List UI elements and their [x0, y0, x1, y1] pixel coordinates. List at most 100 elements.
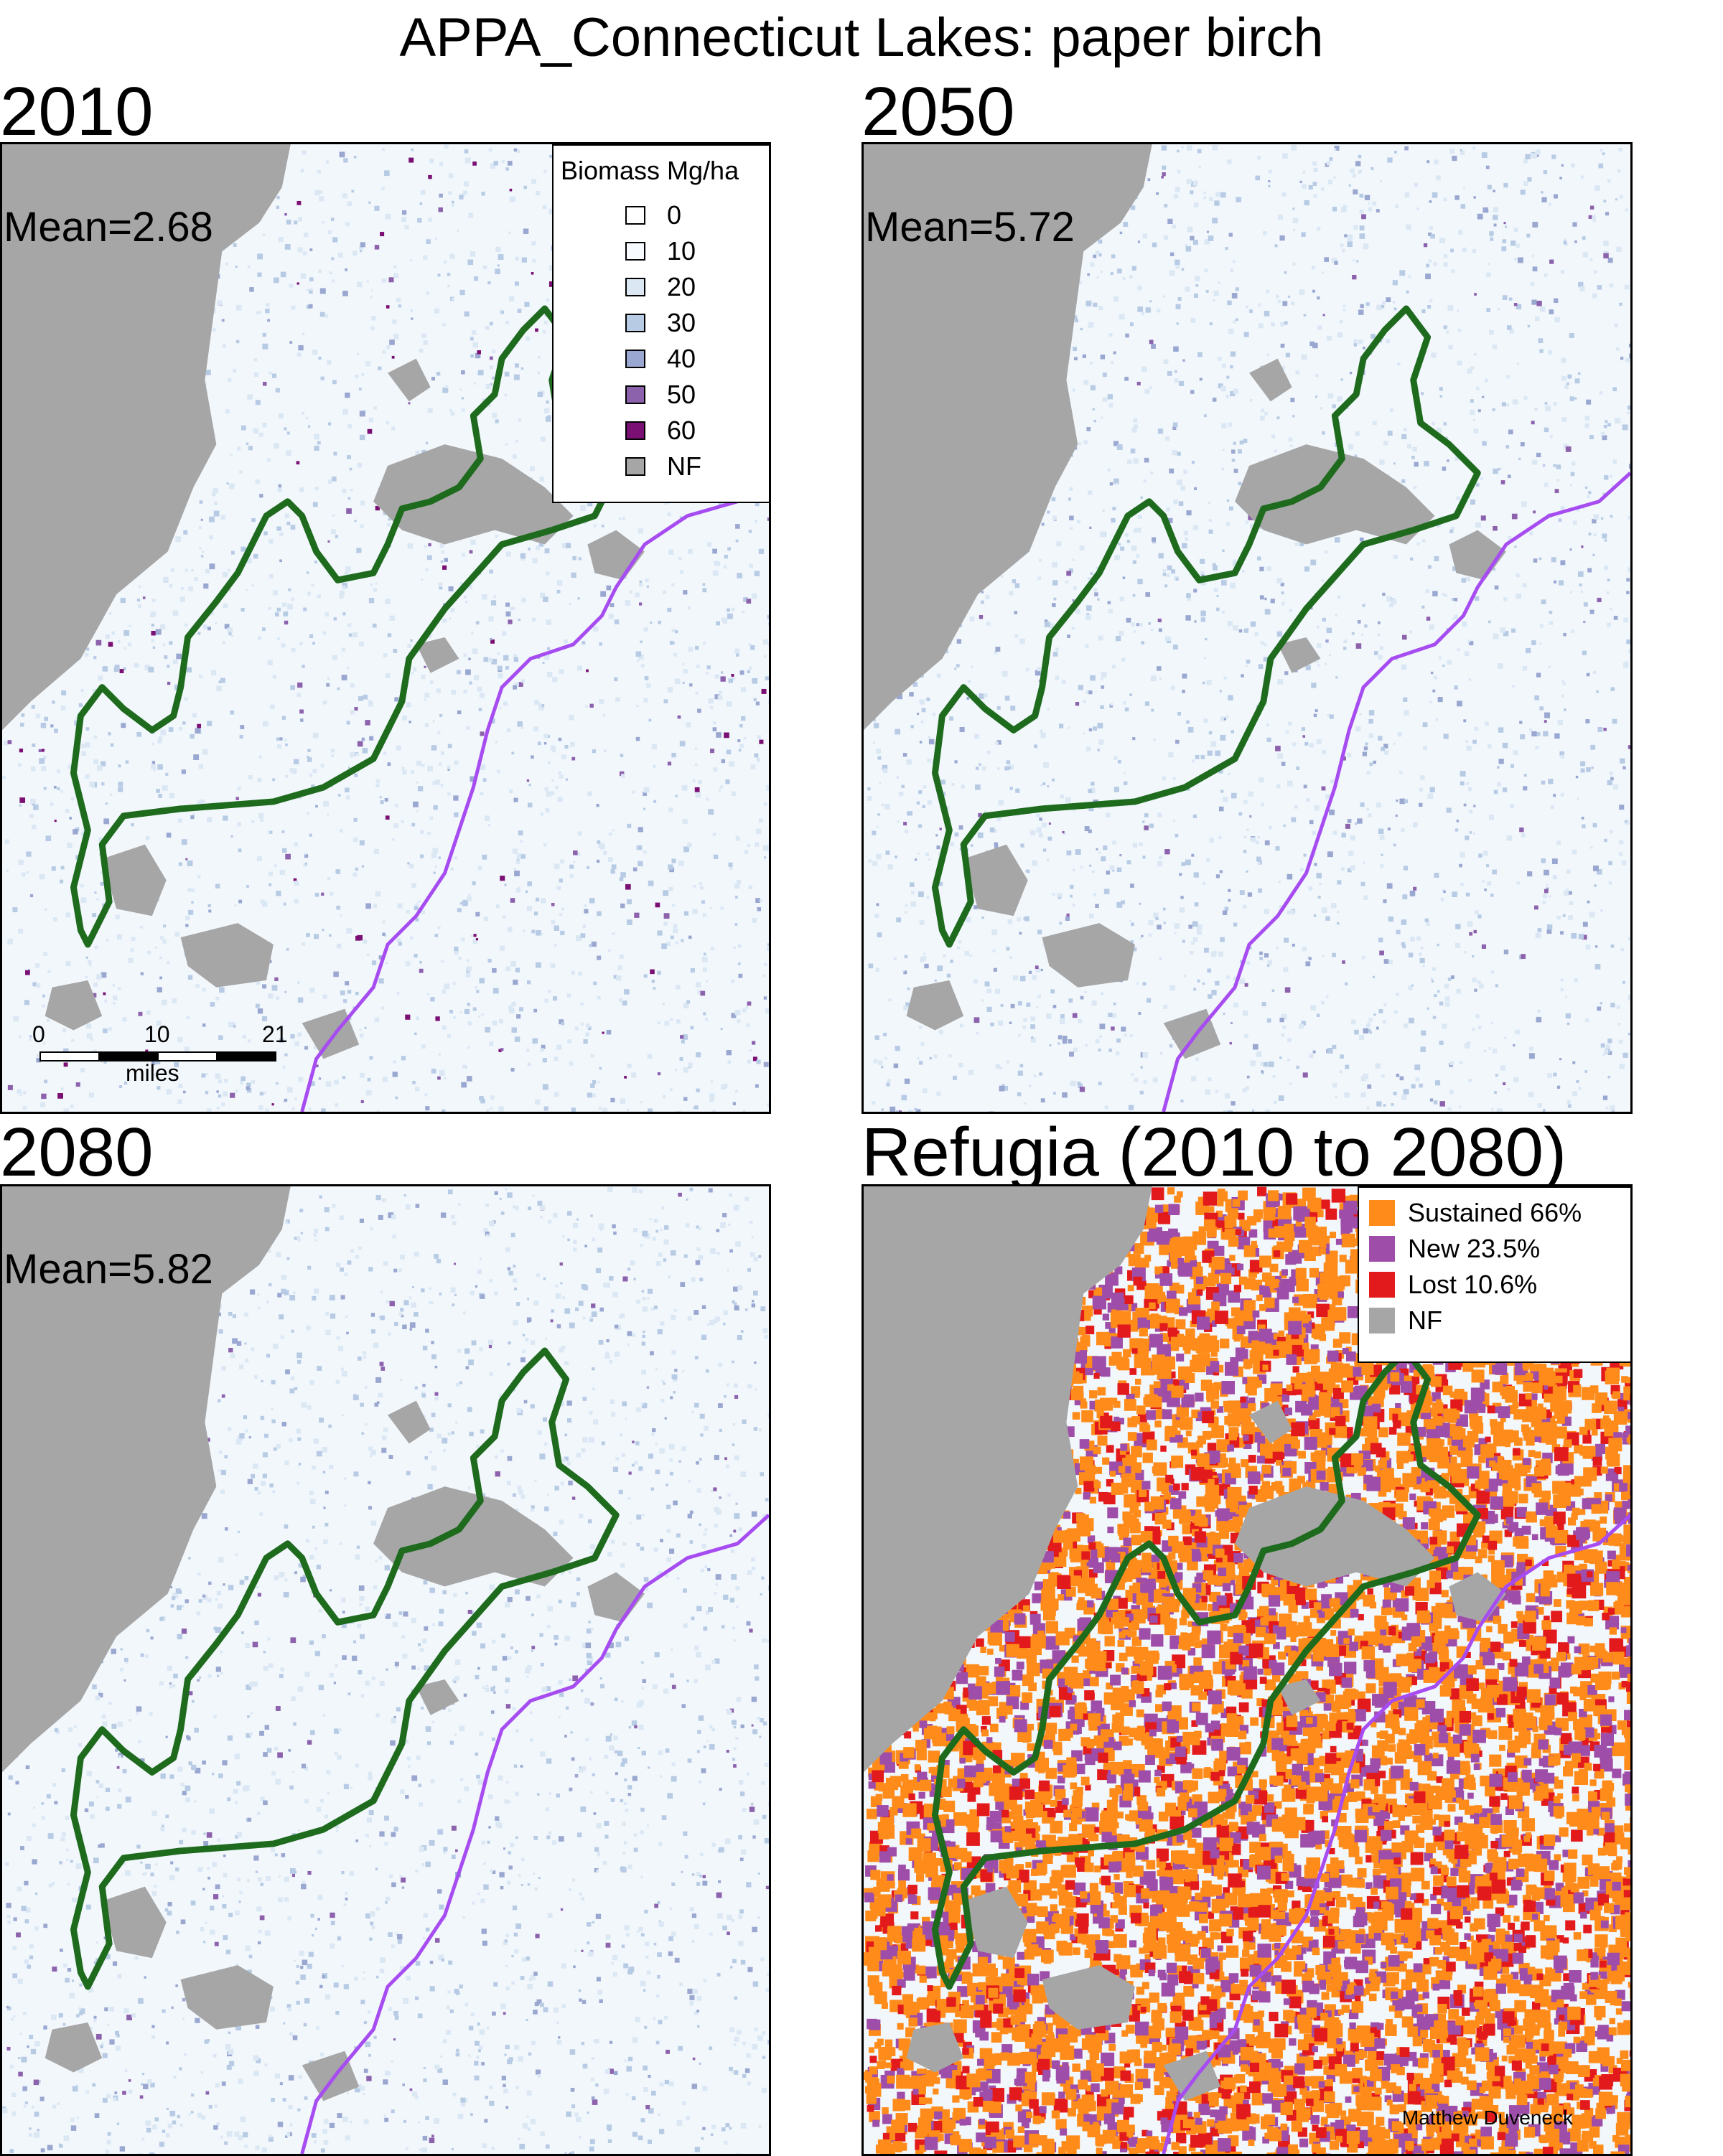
- raster-cell: [297, 683, 302, 688]
- raster-cell: [876, 854, 882, 860]
- raster-cell: [569, 865, 574, 869]
- raster-cell: [95, 946, 98, 949]
- raster-cell: [1482, 207, 1488, 212]
- raster-cell: [768, 700, 769, 704]
- raster-cell: [320, 289, 326, 294]
- raster-cell: [523, 186, 527, 189]
- raster-cell: [160, 729, 166, 735]
- raster-cell: [1059, 922, 1062, 924]
- raster-cell: [60, 880, 63, 884]
- raster-cell: [1474, 293, 1477, 296]
- raster-cell: [1393, 555, 1398, 559]
- raster-cell: [1258, 862, 1261, 865]
- raster-cell: [1334, 149, 1336, 151]
- raster-cell: [328, 230, 332, 234]
- raster-cell: [1464, 804, 1467, 807]
- raster-cell: [720, 676, 725, 681]
- raster-cell: [61, 706, 66, 711]
- raster-cell: [273, 590, 278, 595]
- raster-cell: [569, 603, 571, 605]
- raster-cell: [1554, 194, 1558, 199]
- raster-cell: [410, 639, 412, 642]
- raster-cell: [695, 646, 699, 650]
- raster-cell: [202, 749, 208, 755]
- raster-cell: [729, 761, 734, 767]
- raster-cell: [589, 944, 592, 947]
- raster-cell: [1534, 408, 1538, 411]
- mean-value-2010: Mean=2.68: [4, 205, 213, 250]
- raster-cell: [1518, 257, 1523, 263]
- raster-cell: [1342, 960, 1345, 964]
- raster-cell: [382, 350, 386, 354]
- raster-cell: [703, 913, 706, 917]
- raster-cell: [470, 251, 476, 257]
- raster-cell: [1088, 789, 1092, 793]
- raster-cell: [675, 678, 681, 684]
- raster-cell: [554, 1056, 558, 1061]
- raster-cell: [401, 820, 404, 823]
- raster-cell: [1287, 874, 1293, 880]
- raster-cell: [177, 1100, 182, 1104]
- raster-cell: [1266, 723, 1269, 726]
- raster-cell: [358, 696, 363, 701]
- raster-cell: [504, 884, 506, 886]
- raster-cell: [1433, 1016, 1436, 1018]
- raster-cell: [686, 1000, 690, 1003]
- raster-cell: [146, 1011, 151, 1015]
- raster-cell: [425, 1106, 429, 1110]
- raster-cell: [408, 543, 414, 549]
- raster-cell: [408, 158, 414, 163]
- raster-cell: [731, 980, 734, 983]
- raster-cell: [1539, 642, 1541, 645]
- raster-cell: [1141, 641, 1144, 645]
- raster-cell: [1626, 591, 1629, 594]
- raster-cell: [467, 1046, 470, 1049]
- raster-cell: [619, 998, 622, 1002]
- raster-cell: [421, 334, 426, 339]
- raster-cell: [702, 957, 708, 962]
- raster-cell: [495, 268, 500, 274]
- raster-cell: [609, 614, 614, 619]
- raster-cell: [1040, 784, 1042, 786]
- raster-cell: [543, 205, 547, 210]
- raster-cell: [1083, 380, 1088, 385]
- raster-cell: [710, 749, 714, 753]
- raster-cell: [426, 239, 431, 244]
- raster-cell: [1208, 751, 1213, 756]
- raster-cell: [535, 1099, 540, 1104]
- raster-cell: [979, 763, 981, 765]
- raster-cell: [246, 443, 248, 445]
- raster-cell: [424, 545, 427, 548]
- raster-cell: [425, 723, 429, 727]
- raster-cell: [495, 247, 500, 252]
- raster-cell: [675, 1069, 677, 1071]
- raster-cell: [1068, 998, 1073, 1003]
- raster-cell: [1382, 301, 1386, 304]
- raster-cell: [331, 754, 334, 757]
- raster-cell: [971, 844, 973, 846]
- legend-swatch: [625, 350, 645, 368]
- raster-cell: [1500, 1065, 1505, 1070]
- raster-cell: [1086, 605, 1092, 611]
- raster-cell: [131, 823, 134, 826]
- raster-cell: [1360, 802, 1365, 807]
- raster-cell: [1389, 603, 1393, 607]
- raster-cell: [319, 196, 324, 201]
- raster-cell: [476, 990, 479, 993]
- raster-cell: [974, 734, 979, 739]
- raster-cell: [1519, 721, 1522, 723]
- raster-cell: [729, 678, 733, 683]
- raster-cell: [1553, 464, 1556, 467]
- raster-cell: [1334, 261, 1337, 265]
- raster-cell: [1439, 1001, 1443, 1005]
- raster-cell: [26, 871, 29, 873]
- raster-cell: [559, 913, 562, 916]
- raster-cell: [1118, 760, 1121, 764]
- raster-cell: [653, 765, 655, 768]
- raster-cell: [312, 350, 317, 355]
- raster-cell: [756, 702, 760, 706]
- raster-cell: [1378, 736, 1382, 740]
- raster-cell: [1422, 965, 1424, 967]
- raster-cell: [1113, 352, 1116, 355]
- raster-cell: [1360, 210, 1364, 214]
